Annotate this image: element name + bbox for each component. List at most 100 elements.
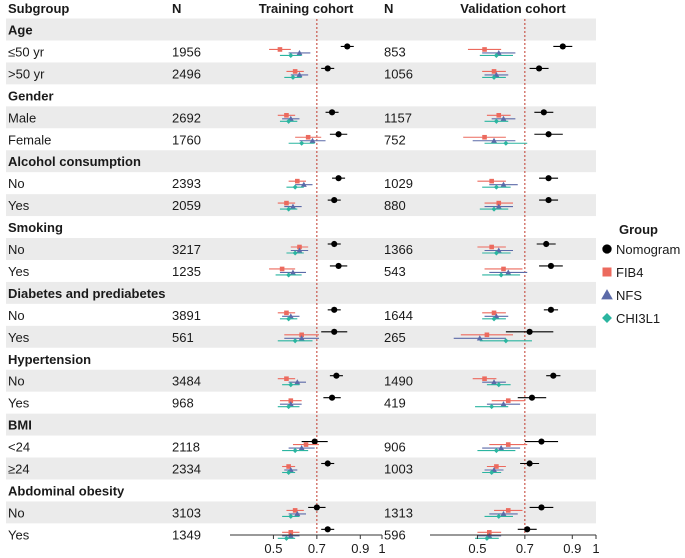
point-chi3l1 <box>491 206 497 212</box>
n-value: 2393 <box>172 176 201 191</box>
point-nomogram <box>538 438 545 445</box>
point-fib4 <box>292 69 298 74</box>
point-nomogram <box>545 131 552 138</box>
n-value: 1760 <box>172 132 201 147</box>
point-chi3l1 <box>292 338 298 344</box>
n-value: 561 <box>172 330 194 345</box>
point-nomogram <box>344 43 351 50</box>
point-fib4 <box>297 244 302 250</box>
point-chi3l1 <box>288 513 294 519</box>
point-nomogram <box>526 460 533 467</box>
point-nfs <box>296 247 303 253</box>
n-value: 1956 <box>172 44 201 59</box>
point-chi3l1 <box>493 118 499 124</box>
point-nomogram <box>550 372 557 379</box>
point-nomogram <box>311 438 318 445</box>
n-value: 3103 <box>172 505 201 520</box>
row-stripe <box>6 457 596 480</box>
point-chi3l1 <box>283 535 289 541</box>
point-fib4 <box>284 200 289 206</box>
point-fib4 <box>482 47 487 52</box>
point-fib4 <box>288 398 294 403</box>
point-chi3l1 <box>286 272 292 278</box>
point-chi3l1 <box>489 469 495 476</box>
group-title: Alcohol consumption <box>8 154 141 169</box>
point-nomogram <box>331 328 338 335</box>
point-nfs <box>500 510 507 517</box>
point-chi3l1 <box>288 52 294 58</box>
point-nfs <box>298 335 305 341</box>
row-stripe <box>6 369 596 392</box>
point-nomogram <box>540 109 547 116</box>
row-label: ≥24 <box>8 462 30 477</box>
point-fib4 <box>494 464 499 469</box>
row-label: Yes <box>8 330 30 345</box>
point-chi3l1 <box>491 74 497 80</box>
n-value: 3891 <box>172 308 201 323</box>
x-tick-label: 0.7 <box>516 541 534 556</box>
point-nomogram <box>545 175 552 182</box>
point-fib4 <box>501 266 506 272</box>
row-stripe <box>6 281 596 304</box>
point-nomogram <box>526 328 533 335</box>
n-value: 2334 <box>172 462 201 477</box>
point-nomogram <box>328 394 336 401</box>
point-chi3l1 <box>299 140 305 146</box>
row-label: Yes <box>8 396 30 411</box>
row-label: No <box>8 242 25 257</box>
legend-fib4-icon <box>602 267 612 277</box>
group-title: Abdominal obesity <box>8 483 125 498</box>
point-chi3l1 <box>288 382 294 388</box>
row-label: No <box>8 176 25 191</box>
point-chi3l1 <box>496 513 502 519</box>
group-title: BMI <box>8 418 32 433</box>
point-fib4 <box>505 508 511 513</box>
n-value: 543 <box>384 264 406 279</box>
legend-nomogram-icon <box>602 244 612 254</box>
row-label: ≤50 yr <box>8 44 45 59</box>
header-subgroup: Subgroup <box>8 1 69 16</box>
n-value: 265 <box>384 330 406 345</box>
header-training-cohort: Training cohort <box>259 1 354 16</box>
group-title: Smoking <box>8 220 63 235</box>
row-label: Male <box>8 110 36 125</box>
point-nomogram <box>335 262 342 270</box>
row-stripe <box>6 18 596 41</box>
point-fib4 <box>489 178 494 184</box>
point-nomogram <box>324 526 331 533</box>
group-title: Age <box>8 23 33 38</box>
n-value: 1029 <box>384 176 413 191</box>
n-value: 968 <box>172 396 194 411</box>
row-stripe <box>6 62 596 85</box>
point-nfs <box>476 335 483 341</box>
row-stripe <box>6 106 596 129</box>
n-value: 2692 <box>172 110 201 125</box>
row-stripe <box>6 194 596 217</box>
row-label: Yes <box>8 527 30 542</box>
n-value: 1056 <box>384 66 413 81</box>
point-nomogram <box>331 306 338 313</box>
group-title: Hypertension <box>8 352 91 367</box>
point-nfs <box>505 269 512 275</box>
point-chi3l1 <box>286 206 292 212</box>
point-nfs <box>296 71 303 78</box>
header-n-validation: N <box>384 1 393 16</box>
row-label: >50 yr <box>8 66 45 81</box>
point-chi3l1 <box>290 74 296 80</box>
point-fib4 <box>299 332 304 338</box>
x-tick-label: 0.5 <box>468 541 486 556</box>
point-chi3l1 <box>493 184 499 190</box>
point-fib4 <box>305 134 311 140</box>
point-nomogram <box>528 394 536 401</box>
row-label: Yes <box>8 264 30 279</box>
n-value: 752 <box>384 132 406 147</box>
point-fib4 <box>496 113 502 118</box>
point-chi3l1 <box>286 469 292 476</box>
row-label: Female <box>8 132 51 147</box>
legend-chi3l1-icon <box>602 313 612 323</box>
point-nfs <box>298 445 305 451</box>
legend-nfs-icon <box>601 289 613 300</box>
point-nfs <box>500 181 507 187</box>
legend-label: FIB4 <box>616 265 643 280</box>
point-fib4 <box>279 266 285 272</box>
